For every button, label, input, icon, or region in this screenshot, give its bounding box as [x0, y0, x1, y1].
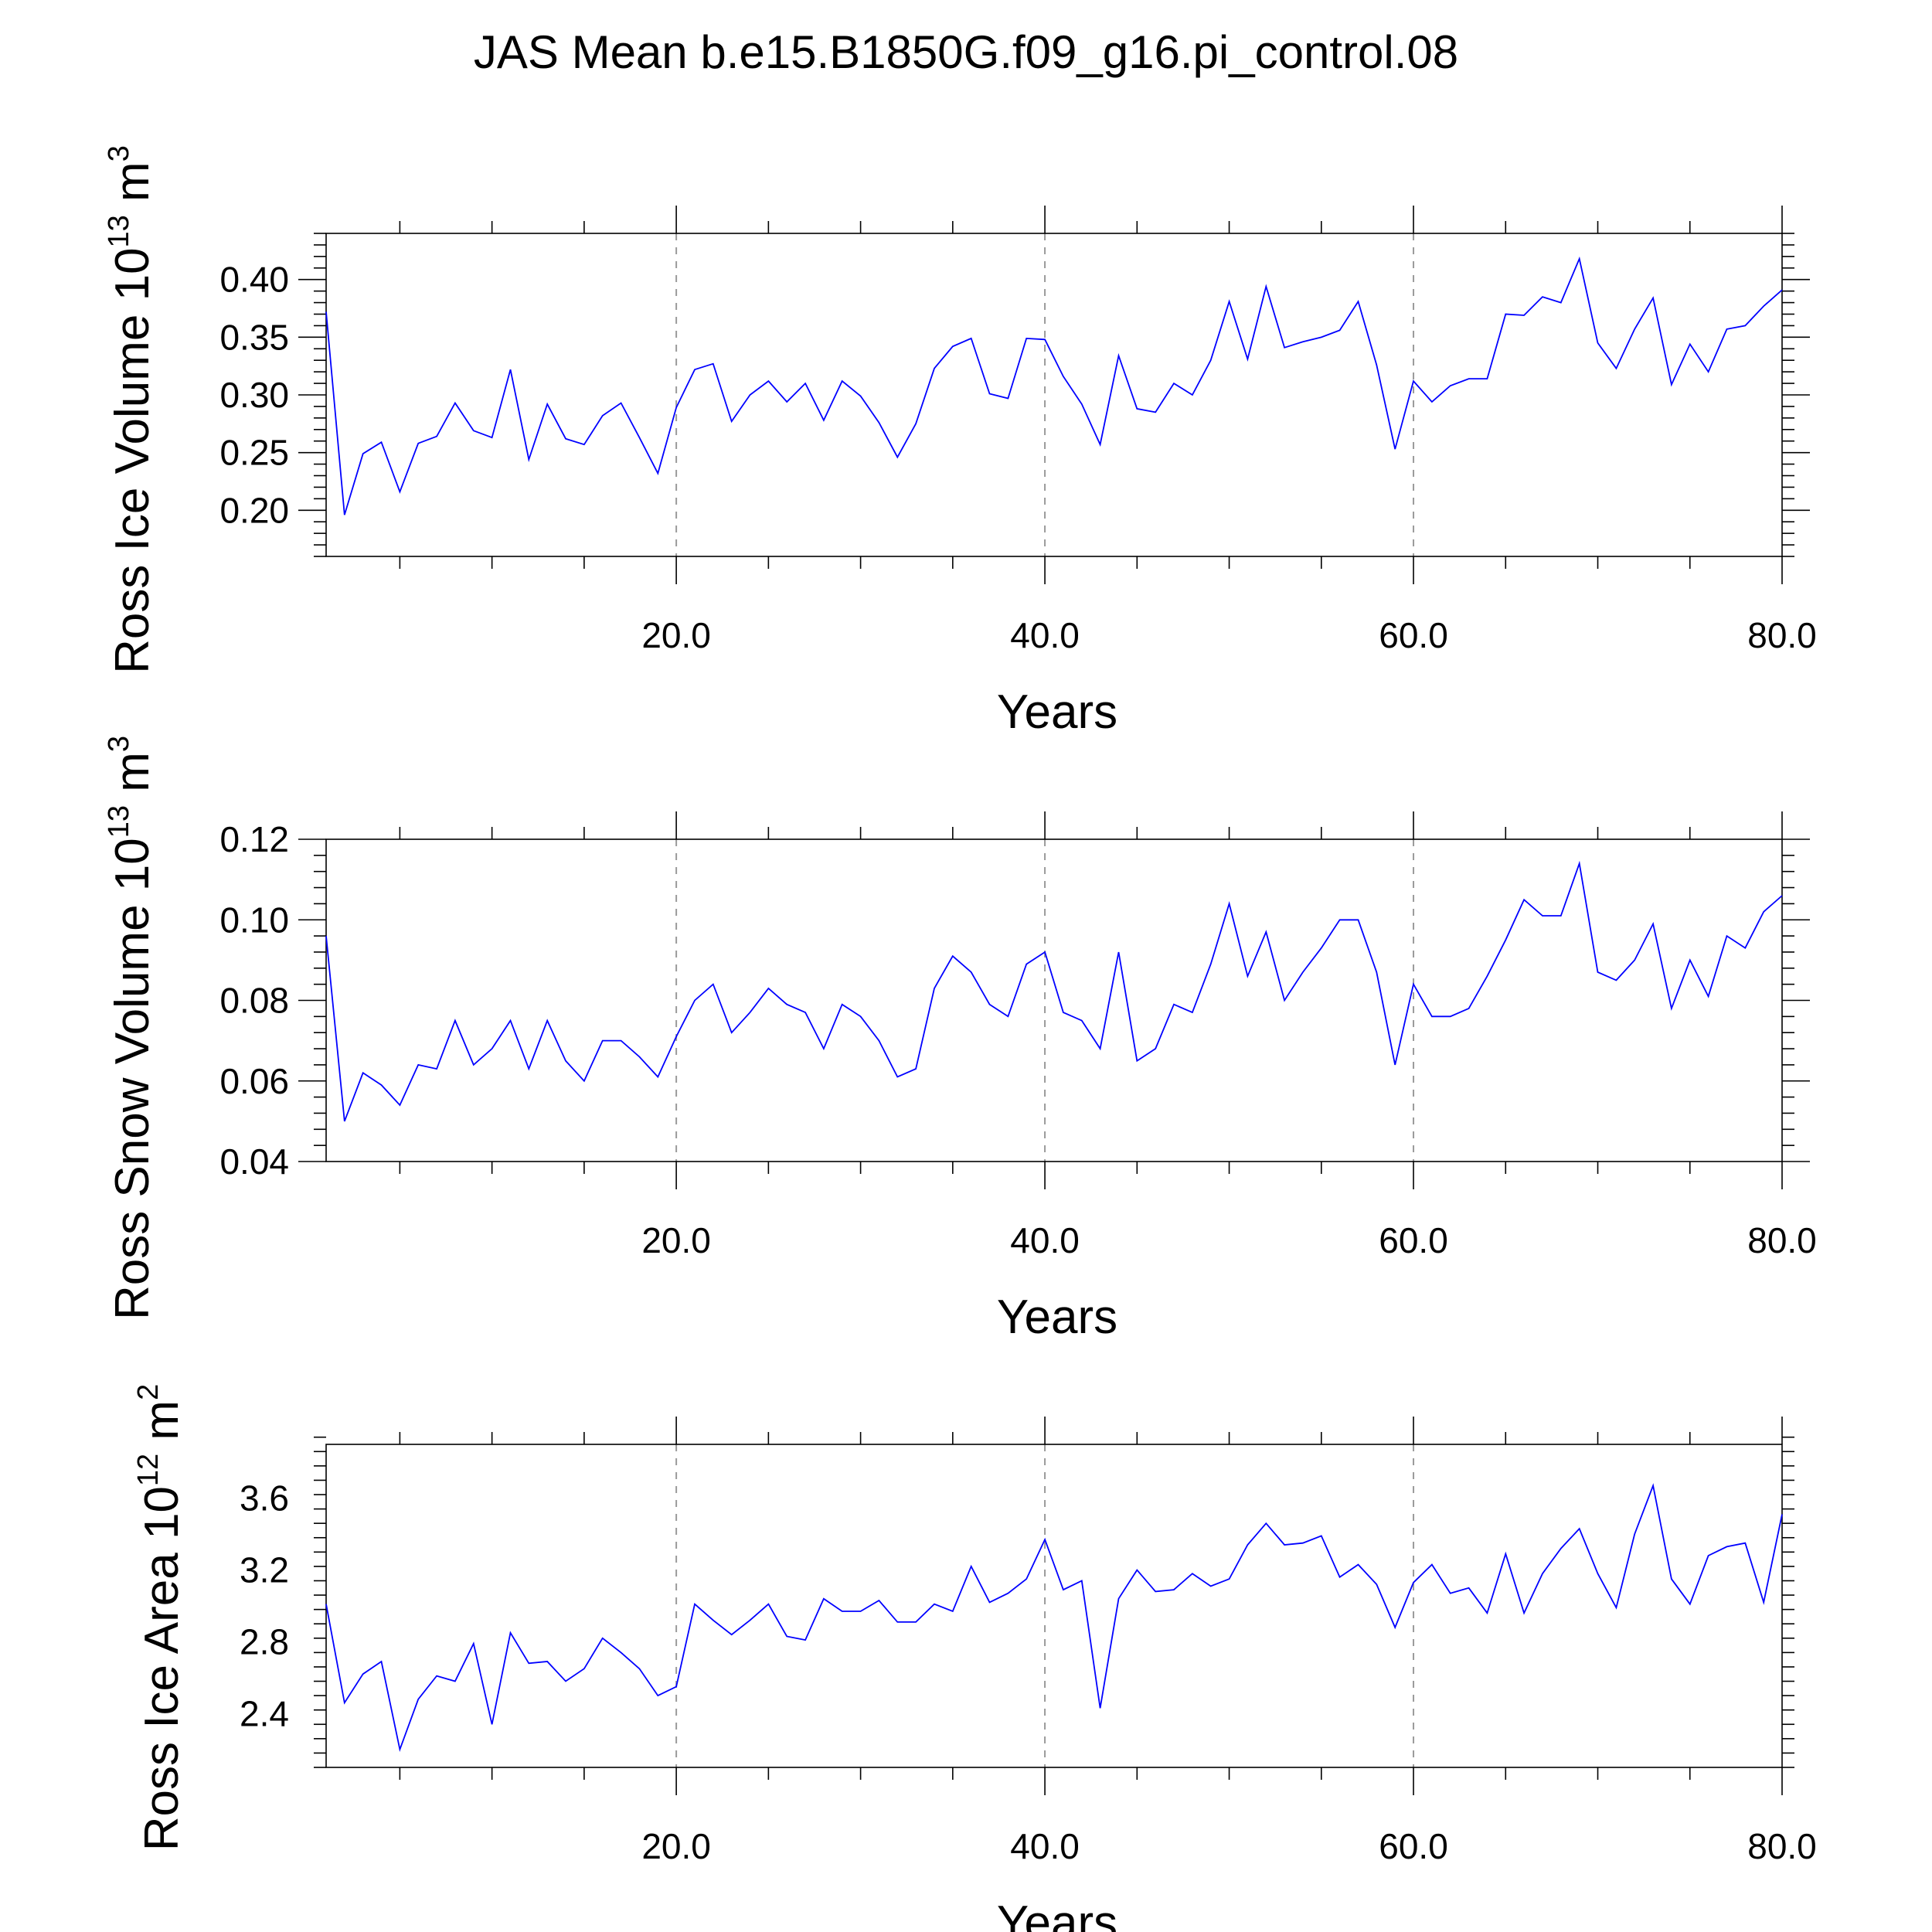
- y-tick-label: 0.10: [219, 900, 289, 940]
- series-line-2: [325, 860, 1783, 1122]
- x-tick-label: 80.0: [1747, 1826, 1817, 1866]
- y-tick-label: 0.12: [219, 819, 289, 859]
- y-tick-label: 0.04: [219, 1141, 289, 1182]
- y-axis-label-unit: m: [106, 752, 159, 805]
- chart-title: JAS Mean b.e15.B1850G.f09_g16.pi_control…: [474, 26, 1458, 78]
- y-axis-label-exponent: 12: [132, 1454, 165, 1486]
- y-axis-label-exponent: 13: [103, 215, 135, 247]
- y-axis-label-unit: m: [106, 162, 159, 215]
- x-tick-label: 40.0: [1010, 1220, 1080, 1260]
- y-axis-label: Ross Ice Volume 1013 m3: [103, 145, 159, 674]
- x-tick-label: 60.0: [1379, 1826, 1448, 1866]
- y-tick-label: 0.40: [219, 260, 289, 300]
- x-axis-label: Years: [997, 1291, 1117, 1344]
- y-axis-label-unit-exponent: 3: [103, 736, 135, 752]
- y-axis-label: Ross Snow Volume 1013 m3: [103, 736, 159, 1320]
- x-tick-label: 20.0: [641, 1826, 711, 1866]
- series-line-1: [325, 256, 1783, 515]
- y-axis-label: Ross Ice Area 1012 m2: [132, 1384, 189, 1851]
- y-tick-label: 0.25: [219, 433, 289, 473]
- y-tick-label: 3.2: [240, 1550, 289, 1590]
- y-tick-label: 0.06: [219, 1061, 289, 1101]
- y-tick-label: 2.8: [240, 1621, 289, 1662]
- y-axis-label-text: Ross Snow Volume 10: [106, 838, 159, 1320]
- y-axis-label-unit: m: [135, 1400, 189, 1454]
- panel-1: 0.20 0.25 0.30 0.35 0.40 20.0 40.0 60.0 80.0 Year…: [103, 145, 1817, 739]
- y-axis-label-text: Ross Ice Volume 10: [106, 247, 159, 673]
- plot-frame: [325, 838, 1783, 1162]
- y-tick-label: 0.08: [219, 981, 289, 1021]
- x-tick-label: 80.0: [1747, 1220, 1817, 1260]
- plot-frame: [325, 233, 1783, 557]
- y-tick-label: 3.6: [240, 1478, 289, 1519]
- y-axis-label-unit-exponent: 3: [103, 145, 135, 162]
- series-line-3: [325, 1483, 1783, 1753]
- x-axis-label: Years: [997, 685, 1117, 739]
- x-tick-label: 40.0: [1010, 615, 1080, 655]
- x-tick-label: 40.0: [1010, 1826, 1080, 1866]
- y-axis-label-text: Ross Ice Area 10: [135, 1486, 189, 1851]
- x-tick-label: 60.0: [1379, 1220, 1448, 1260]
- y-tick-label: 2.4: [240, 1693, 289, 1733]
- x-tick-label: 20.0: [641, 1220, 711, 1260]
- y-tick-label: 0.30: [219, 375, 289, 415]
- x-tick-label: 80.0: [1747, 615, 1817, 655]
- panel-2: 0.04 0.06 0.08 0.10 0.12 20.0 40.0 60.0 80.0 Year…: [103, 736, 1817, 1344]
- x-tick-label: 60.0: [1379, 615, 1448, 655]
- y-axis-label-exponent: 13: [103, 805, 135, 838]
- y-tick-label: 0.35: [219, 317, 289, 357]
- y-axis-label-unit-exponent: 2: [132, 1384, 165, 1400]
- panel-3: 2.4 2.8 3.2 3.6 20.0 40.0 60.0 80.0 Years Ross Ic…: [132, 1384, 1817, 1932]
- plot-frame: [325, 1444, 1783, 1768]
- x-tick-label: 20.0: [641, 615, 711, 655]
- x-axis-label: Years: [997, 1896, 1117, 1932]
- y-tick-label: 0.20: [219, 490, 289, 530]
